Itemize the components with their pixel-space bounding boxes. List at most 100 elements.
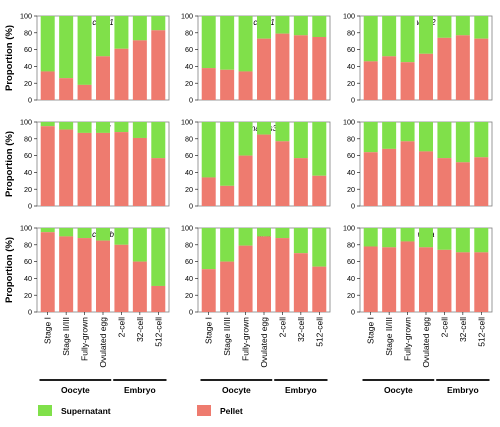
bar-supernatant bbox=[238, 16, 253, 72]
bar-supernatant bbox=[382, 228, 397, 248]
bar-pellet bbox=[363, 61, 378, 100]
x-tick-label: 2-cell bbox=[116, 317, 126, 337]
bar-pellet bbox=[77, 132, 92, 206]
y-tick-label: 60 bbox=[185, 151, 193, 160]
panel-ccnb1: ccnb1020406080100 bbox=[181, 12, 331, 105]
bar-supernatant bbox=[132, 122, 147, 138]
x-tick-label: 32-cell bbox=[296, 317, 306, 342]
bar-supernatant bbox=[437, 16, 452, 38]
bar-supernatant bbox=[77, 122, 92, 133]
bar-supernatant bbox=[96, 122, 110, 133]
bar-supernatant bbox=[312, 16, 327, 37]
bar-supernatant bbox=[419, 228, 433, 248]
bar-supernatant bbox=[419, 16, 433, 54]
x-tick-label: 512-cell bbox=[153, 317, 163, 347]
bar-supernatant bbox=[437, 228, 452, 250]
y-tick-label: 20 bbox=[347, 291, 355, 300]
bar-supernatant bbox=[40, 16, 55, 72]
x-tick-label: Stage I bbox=[204, 317, 214, 344]
y-tick-label: 80 bbox=[24, 240, 32, 249]
x-tick-label: Fully-grown bbox=[403, 317, 413, 361]
panel-dazl: dazl020406080100 bbox=[20, 118, 170, 211]
bar-supernatant bbox=[455, 122, 470, 163]
bar-supernatant bbox=[474, 228, 489, 253]
x-tick-label: Stage II/III bbox=[222, 317, 232, 356]
y-tick-label: 100 bbox=[181, 224, 193, 233]
y-tick-label: 100 bbox=[181, 12, 193, 21]
bar-supernatant bbox=[114, 122, 129, 133]
bar-pellet bbox=[275, 141, 290, 206]
bar-pellet bbox=[96, 56, 110, 100]
bar-pellet bbox=[77, 84, 92, 100]
bar-pellet bbox=[40, 126, 55, 206]
bar-supernatant bbox=[400, 122, 415, 142]
legend-label-supernatant: Supernatant bbox=[61, 406, 111, 416]
bar-supernatant bbox=[363, 16, 378, 62]
bar-supernatant bbox=[257, 16, 271, 39]
y-tick-label: 100 bbox=[343, 12, 355, 21]
bar-supernatant bbox=[474, 16, 489, 39]
bar-pellet bbox=[293, 253, 308, 312]
y-tick-label: 40 bbox=[347, 168, 355, 177]
bar-pellet bbox=[114, 244, 129, 312]
y-tick-label: 100 bbox=[343, 224, 355, 233]
legend-swatch-supernatant bbox=[38, 405, 52, 416]
bar-supernatant bbox=[220, 122, 235, 186]
bar-pellet bbox=[220, 69, 235, 100]
bar-supernatant bbox=[96, 16, 110, 57]
bar-supernatant bbox=[275, 122, 290, 142]
bar-pellet bbox=[363, 246, 378, 312]
group-label-embryo: Embryo bbox=[124, 385, 156, 395]
bar-pellet bbox=[114, 132, 129, 206]
legend-label-pellet: Pellet bbox=[220, 406, 243, 416]
bar-supernatant bbox=[363, 122, 378, 153]
bar-pellet bbox=[59, 78, 74, 100]
y-tick-label: 0 bbox=[189, 202, 193, 211]
bar-pellet bbox=[220, 261, 235, 312]
y-tick-label: 0 bbox=[351, 202, 355, 211]
panel-ccna1: ccna1020406080100 bbox=[20, 12, 170, 105]
bar-pellet bbox=[400, 62, 415, 100]
bar-pellet bbox=[382, 148, 397, 206]
bar-pellet bbox=[257, 236, 271, 312]
y-tick-label: 40 bbox=[24, 168, 32, 177]
bar-pellet bbox=[437, 37, 452, 100]
bar-pellet bbox=[275, 238, 290, 312]
bar-pellet bbox=[238, 71, 253, 100]
bar-pellet bbox=[437, 158, 452, 206]
y-tick-label: 80 bbox=[347, 134, 355, 143]
bar-pellet bbox=[151, 285, 166, 312]
group-label-embryo: Embryo bbox=[285, 385, 317, 395]
bar-supernatant bbox=[59, 122, 74, 130]
bar-pellet bbox=[474, 38, 489, 100]
bar-pellet bbox=[114, 48, 129, 100]
y-tick-label: 20 bbox=[185, 291, 193, 300]
bar-pellet bbox=[238, 155, 253, 206]
bar-supernatant bbox=[201, 122, 216, 178]
x-tick-label: Stage II/III bbox=[384, 317, 394, 356]
y-tick-label: 40 bbox=[185, 274, 193, 283]
bar-supernatant bbox=[132, 228, 147, 262]
bar-supernatant bbox=[400, 16, 415, 63]
bar-supernatant bbox=[151, 16, 166, 31]
bar-pellet bbox=[293, 35, 308, 100]
bar-pellet bbox=[437, 249, 452, 312]
bar-supernatant bbox=[363, 228, 378, 247]
bar-pellet bbox=[59, 129, 74, 206]
bar-pellet bbox=[455, 35, 470, 100]
bar-supernatant bbox=[220, 228, 235, 262]
legend-swatch-pellet bbox=[197, 405, 211, 416]
bar-supernatant bbox=[455, 228, 470, 253]
y-tick-label: 20 bbox=[185, 79, 193, 88]
x-tick-label: 2-cell bbox=[439, 317, 449, 337]
panel-gra: gra020406080100 bbox=[343, 118, 493, 211]
y-tick-label: 0 bbox=[28, 202, 32, 211]
y-tick-label: 20 bbox=[185, 185, 193, 194]
y-tick-label: 80 bbox=[24, 134, 32, 143]
y-tick-label: 40 bbox=[347, 274, 355, 283]
bar-supernatant bbox=[132, 16, 147, 41]
bar-supernatant bbox=[201, 228, 216, 270]
bar-pellet bbox=[238, 245, 253, 312]
bar-pellet bbox=[474, 157, 489, 206]
bar-supernatant bbox=[40, 122, 55, 127]
